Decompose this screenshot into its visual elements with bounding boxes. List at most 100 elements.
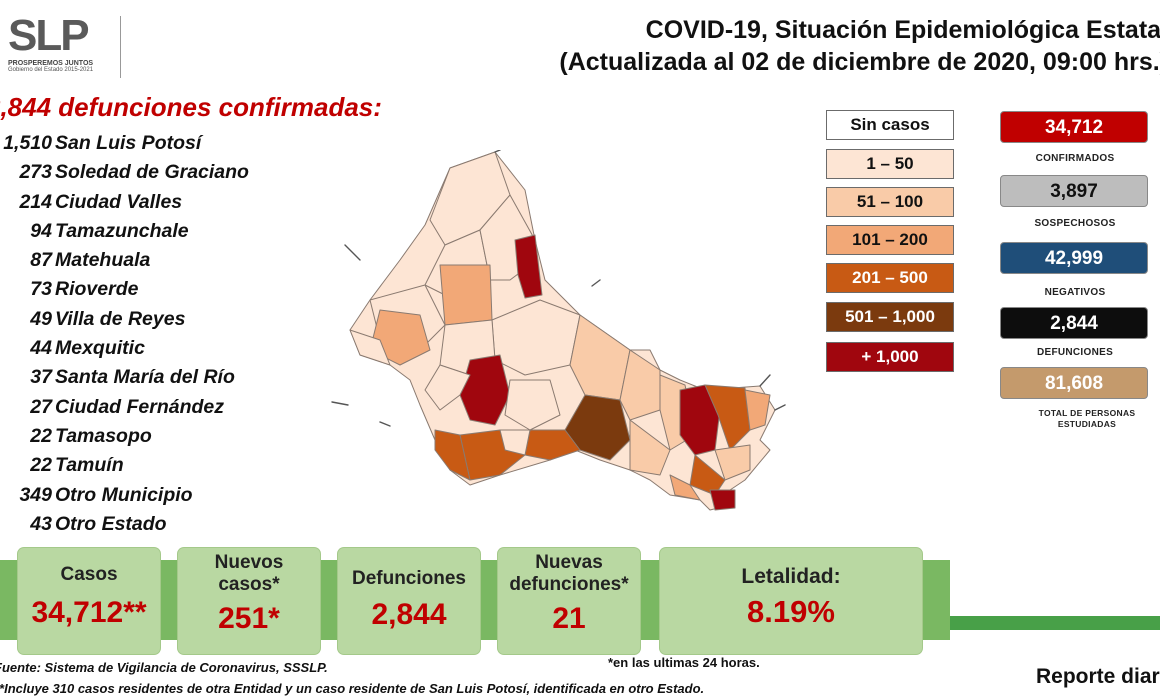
map-region (499, 429, 531, 456)
deaths-value: 2,844 (1000, 307, 1148, 339)
lethality-label: Letalidad: (741, 565, 841, 588)
legend-101-200: 101 – 200 (826, 225, 954, 255)
cases-label: Casos (60, 564, 118, 585)
deaths-summary-label: Defunciones (351, 568, 467, 589)
death-count: 349 (19, 483, 52, 506)
page-title: COVID-19, Situación Epidemiológica Estat… (559, 14, 1160, 78)
map-road (591, 279, 601, 287)
map-region (504, 379, 561, 431)
municipality-name: Ciudad Fernández (55, 395, 225, 418)
municipality-name: Soledad de Graciano (55, 161, 249, 184)
death-count: 87 (30, 249, 52, 272)
legend-51-100: 51 – 100 (826, 187, 954, 217)
list-item: 87 Matehuala (0, 249, 300, 278)
list-item: 349 Otro Municipio (0, 484, 300, 513)
slp-logo: SLP PROSPEREMOS JUNTOS Gobierno del Esta… (8, 14, 128, 84)
legend-sin-casos: Sin casos (826, 110, 954, 140)
deaths-summary-value: 2,844 (371, 598, 447, 631)
lethality-value: 8.19% (747, 594, 835, 629)
logo-slogan: PROSPEREMOS JUNTOS (8, 60, 94, 67)
death-count: 273 (19, 161, 52, 184)
map-region (349, 329, 391, 366)
list-item: 44 Mexquitic (0, 337, 300, 366)
lethality-tile: Letalidad: 8.19% (660, 548, 922, 654)
municipality-name: Matehuala (55, 249, 151, 272)
municipality-name: San Luis Potosí (55, 132, 202, 154)
list-item: 43 Otro Estado (0, 513, 300, 542)
death-count: 43 (30, 512, 52, 535)
list-item: 273 Soledad de Graciano (0, 161, 300, 190)
list-item: 37 Santa María del Río (0, 366, 300, 395)
legend-1-50: 1 – 50 (826, 149, 954, 179)
cases-value: 34,712** (31, 596, 147, 629)
death-count: 22 (30, 424, 52, 447)
inclusion-note: **Incluye 310 casos residentes de otra E… (0, 681, 705, 696)
death-count: 49 (30, 307, 52, 330)
suspected-value: 3,897 (1000, 175, 1148, 207)
map-region (709, 489, 736, 511)
deaths-label: DEFUNCIONES (1036, 347, 1114, 358)
logo-government: Gobierno del Estado 2015-2021 (8, 67, 94, 73)
death-count: 27 (30, 395, 52, 418)
map-region (669, 474, 701, 501)
summary-band-extension (950, 616, 1160, 630)
confirmed-value: 34,712 (1000, 111, 1148, 143)
list-item: 27 Ciudad Fernández (0, 396, 300, 425)
deaths-heading: 2,844 defunciones confirmadas: (0, 92, 382, 122)
death-count: 214 (19, 190, 52, 213)
municipality-name: Otro Municipio (55, 483, 193, 506)
map-region (434, 429, 471, 481)
map-region (744, 389, 771, 431)
map-road (759, 374, 771, 387)
death-count: 73 (30, 278, 52, 301)
total-studied-value: 81,608 (1000, 367, 1148, 399)
municipality-name: Villa de Reyes (55, 307, 186, 330)
logo-mark: SLP (8, 11, 90, 60)
title-line-1: COVID-19, Situación Epidemiológica Estat… (645, 16, 1160, 44)
map-region (514, 234, 543, 299)
map-road (379, 421, 391, 427)
legend-501-1000: 501 – 1,000 (826, 302, 954, 332)
death-count: 44 (30, 337, 52, 360)
municipality-name: Ciudad Valles (55, 190, 183, 213)
list-item: 73 Rioverde (0, 278, 300, 307)
list-item: 49 Villa de Reyes (0, 308, 300, 337)
list-item: 214 Ciudad Valles (0, 191, 300, 220)
municipality-name: Rioverde (55, 278, 139, 301)
municipality-name: Otro Estado (55, 512, 167, 535)
municipality-list: 1,510 San Luis Potosí 273 Soledad de Graci… (0, 132, 300, 542)
total-studied-label: TOTAL DE PERSONAS ESTUDIADAS (1038, 408, 1136, 429)
last-24h-note: *en las ultimas 24 horas. (608, 655, 760, 670)
map-region (619, 349, 661, 421)
death-count: 1,510 (3, 132, 52, 154)
map-road (344, 244, 361, 261)
new-cases-value: 251* (218, 602, 280, 635)
state-choropleth-map (331, 150, 786, 511)
new-deaths-value: 21 (552, 602, 586, 635)
municipality-name: Tamazunchale (55, 219, 189, 242)
map-region (439, 264, 493, 326)
new-deaths-tile: Nuevas defunciones* 21 (498, 548, 640, 654)
report-label: Reporte diario (1036, 665, 1160, 688)
map-road (774, 404, 786, 411)
legend-201-500: 201 – 500 (826, 263, 954, 293)
title-line-2: (Actualizada al 02 de diciembre de 2020,… (559, 48, 1160, 76)
list-item: 1,510 San Luis Potosí (0, 132, 300, 161)
death-count: 37 (30, 366, 52, 389)
logo-separator (120, 16, 121, 78)
new-cases-label: Nuevos casos* (214, 552, 284, 595)
map-road (494, 150, 501, 153)
legend-plus-1000: + 1,000 (826, 342, 954, 372)
cases-tile: Casos 34,712** (18, 548, 160, 654)
municipality-name: Tamuín (55, 454, 124, 477)
municipality-name: Mexquitic (55, 337, 145, 360)
map-region (704, 384, 751, 451)
new-cases-tile: Nuevos casos* 251* (178, 548, 320, 654)
list-item: 22 Tamasopo (0, 425, 300, 454)
map-region (629, 419, 671, 476)
confirmed-label: CONFIRMADOS (1035, 153, 1115, 164)
new-deaths-label: Nuevas defunciones* (509, 552, 629, 595)
suspected-label: SOSPECHOSOS (1034, 218, 1116, 229)
municipality-name: Santa María del Río (55, 366, 235, 389)
list-item: 22 Tamuín (0, 454, 300, 483)
